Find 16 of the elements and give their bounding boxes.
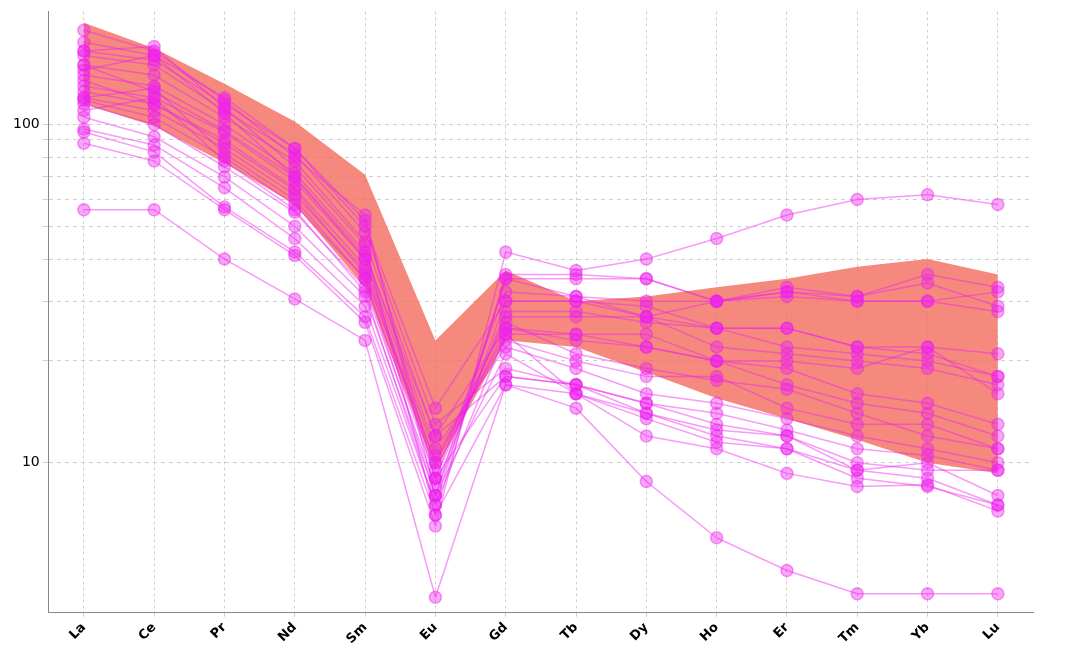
x-tick-label: Dy: [626, 618, 652, 644]
x-tick-label: Nd: [274, 619, 300, 645]
x-tick-label: Lu: [979, 619, 1003, 643]
x-tick-label: Ce: [135, 619, 159, 643]
x-tick-label: La: [65, 619, 89, 642]
x-tick-label: Sm: [342, 619, 370, 646]
x-tick-label: Yb: [907, 619, 933, 644]
x-tick-label: Gd: [485, 619, 511, 644]
y-tick-label: 100: [12, 115, 40, 132]
x-tick-label: Tm: [835, 619, 862, 646]
x-tick-label: Eu: [416, 619, 440, 643]
x-tick-label: Tb: [557, 619, 581, 643]
x-tick-label: Ho: [696, 619, 722, 644]
x-tick-label: Pr: [207, 618, 230, 642]
y-tick-label: 10: [21, 453, 40, 470]
x-tick-label: Er: [770, 618, 792, 641]
